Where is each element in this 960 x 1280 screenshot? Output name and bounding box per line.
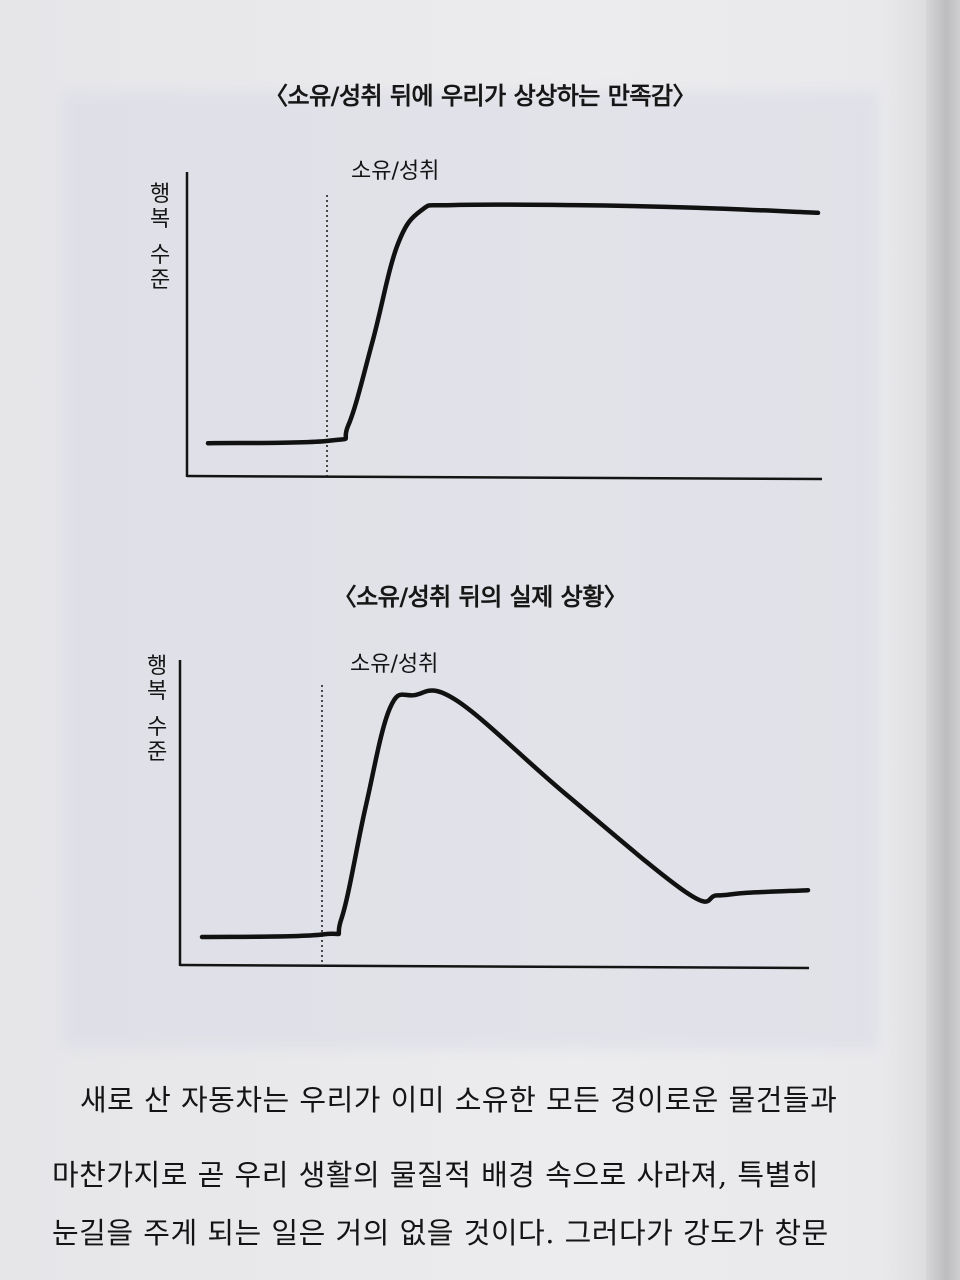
chart1-ylabel-1: 행 (150, 182, 170, 207)
chart2-ylabel-4: 준 (147, 740, 167, 765)
body-text-line-3: 눈길을 주게 되는 일은 거의 없을 것이다. 그러다가 강도가 창문 (52, 1216, 829, 1250)
chart2-ylabel-2: 복 (147, 679, 167, 704)
body-text-line-2: 마찬가지로 곧 우리 생활의 물질적 배경 속으로 사라져, 특별히 (52, 1158, 819, 1192)
chart1-x-axis (186, 474, 823, 481)
chart1-ylabel-2: 복 (150, 207, 170, 232)
chart1-series-line (205, 202, 821, 446)
chart2-series-line (199, 688, 811, 940)
chart1-ylabel-4: 준 (150, 268, 170, 293)
chart2-ylabel-1: 행 (147, 654, 167, 679)
body-text-line-1: 새로 산 자동차는 우리가 이미 소유한 모든 경이로운 물건들과 (80, 1083, 838, 1117)
chart-title-actual: 〈소유/성취 뒤의 실제 상황〉 (332, 583, 628, 611)
chart2-ylabel-3: 수 (147, 715, 167, 740)
chart2-event-label: 소유/성취 (350, 652, 438, 677)
back-page-bleed (60, 90, 880, 1050)
chart-actual: 소유/성취 행 복 수 준 (147, 652, 811, 970)
chart-title-imagined: 〈소유/성취 뒤에 우리가 상상하는 만족감〉 (264, 82, 696, 110)
chart1-ylabel-3: 수 (150, 243, 170, 268)
chart1-event-label: 소유/성취 (351, 159, 439, 184)
chart2-x-axis (179, 963, 810, 970)
book-gutter (926, 0, 960, 1280)
chart-imagined: 소유/성취 행 복 수 준 (150, 159, 823, 481)
